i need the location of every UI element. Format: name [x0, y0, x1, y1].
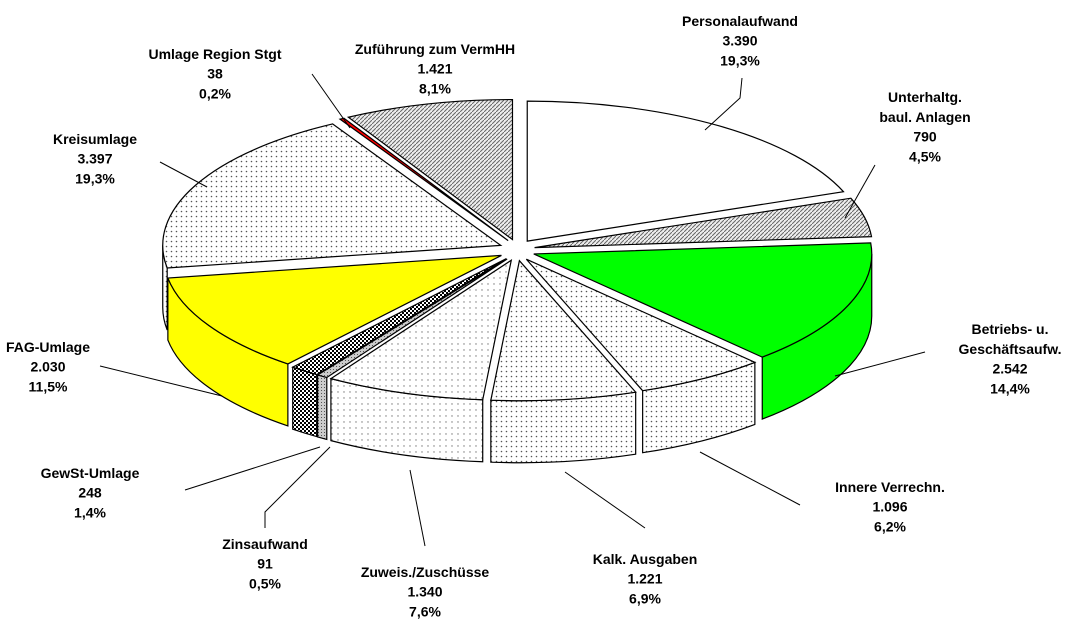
slice: [490, 259, 637, 402]
value-label: 1.221: [627, 571, 662, 587]
value-label: 1.340: [407, 584, 442, 600]
percent-label: 6,9%: [629, 591, 661, 607]
slice: [526, 100, 845, 242]
category-label: Personalaufwand: [682, 13, 798, 29]
percent-label: 19,3%: [75, 171, 115, 187]
category-label: Zuweis./Zuschüsse: [361, 564, 490, 580]
slice: [338, 117, 509, 242]
category-label: Zinsaufwand: [222, 536, 308, 552]
slice: [346, 98, 514, 241]
value-label: 3.397: [77, 151, 112, 167]
leader-line: [564, 471, 646, 529]
slice: [525, 258, 757, 392]
leader-line: [159, 161, 208, 188]
percent-label: 0,5%: [249, 576, 281, 592]
category-label: GewSt-Umlage: [41, 465, 140, 481]
leader-line: [834, 351, 926, 377]
leader-line: [99, 365, 223, 397]
category-label: Kreisumlage: [53, 131, 137, 147]
leader-line: [264, 446, 331, 528]
leader-line: [184, 446, 321, 491]
slice-side: [490, 391, 637, 464]
percent-label: 0,2%: [199, 86, 231, 102]
slice: [162, 123, 503, 269]
value-label: 1.096: [872, 499, 907, 515]
category-label: FAG-Umlage: [6, 339, 90, 355]
percent-label: 7,6%: [409, 604, 441, 620]
value-label: 2.542: [992, 361, 1027, 377]
slice: [329, 258, 513, 401]
slice: [533, 242, 873, 358]
value-label: 3.390: [722, 33, 757, 49]
value-label: 248: [78, 485, 102, 501]
percent-label: 11,5%: [29, 379, 68, 395]
category-label: Zuführung zum VermHH: [355, 41, 515, 57]
slice: [167, 254, 502, 365]
leader-line: [409, 469, 426, 547]
slice-side: [292, 366, 318, 438]
leader-line: [311, 73, 351, 129]
category-label: Innere Verrechn.: [835, 479, 945, 495]
labels: Personalaufwand 3.390 19,3% Unterhaltg. baul…: [6, 13, 1061, 620]
value-label: 91: [257, 556, 273, 572]
category-label: Unterhaltg. baul. Anlagen: [879, 89, 970, 125]
percent-label: 14,4%: [990, 381, 1030, 397]
category-label: Betriebs- u. Geschäftsaufw.: [959, 321, 1062, 357]
value-label: 1.421: [417, 61, 452, 77]
slice-tops: [162, 98, 873, 402]
value-label: 2.030: [30, 359, 65, 375]
percent-label: 6,2%: [874, 519, 906, 535]
percent-label: 8,1%: [419, 81, 451, 97]
slice: [291, 258, 507, 376]
value-label: 38: [207, 66, 223, 82]
category-label: Kalk. Ausgaben: [593, 551, 698, 567]
slice: [316, 258, 508, 379]
category-label: Umlage Region Stgt: [148, 46, 281, 62]
leader-line: [844, 164, 876, 219]
percent-label: 1,4%: [74, 505, 106, 521]
slice: [534, 197, 873, 249]
value-label: 790: [913, 129, 937, 145]
leader-line: [699, 451, 801, 506]
percent-label: 19,3%: [720, 53, 760, 69]
slice-side: [317, 374, 328, 441]
leader-line: [704, 77, 743, 131]
percent-label: 4,5%: [909, 149, 941, 165]
